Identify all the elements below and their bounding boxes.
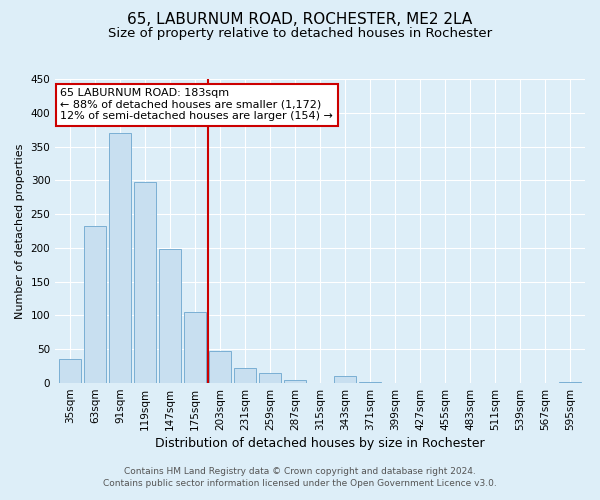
Text: 65 LABURNUM ROAD: 183sqm
← 88% of detached houses are smaller (1,172)
12% of sem: 65 LABURNUM ROAD: 183sqm ← 88% of detach… bbox=[61, 88, 334, 122]
Bar bbox=[184, 312, 206, 383]
Bar bbox=[109, 133, 131, 383]
Bar bbox=[209, 352, 232, 383]
Text: Contains HM Land Registry data © Crown copyright and database right 2024.
Contai: Contains HM Land Registry data © Crown c… bbox=[103, 466, 497, 487]
Bar bbox=[234, 368, 256, 383]
Bar bbox=[159, 248, 181, 383]
Bar bbox=[259, 373, 281, 383]
Bar bbox=[334, 376, 356, 383]
Y-axis label: Number of detached properties: Number of detached properties bbox=[15, 144, 25, 318]
Bar bbox=[59, 360, 82, 383]
Bar bbox=[359, 382, 382, 383]
Bar bbox=[559, 382, 581, 383]
Bar bbox=[284, 380, 307, 383]
X-axis label: Distribution of detached houses by size in Rochester: Distribution of detached houses by size … bbox=[155, 437, 485, 450]
Text: Size of property relative to detached houses in Rochester: Size of property relative to detached ho… bbox=[108, 28, 492, 40]
Bar bbox=[134, 182, 157, 383]
Text: 65, LABURNUM ROAD, ROCHESTER, ME2 2LA: 65, LABURNUM ROAD, ROCHESTER, ME2 2LA bbox=[127, 12, 473, 28]
Bar bbox=[84, 226, 106, 383]
